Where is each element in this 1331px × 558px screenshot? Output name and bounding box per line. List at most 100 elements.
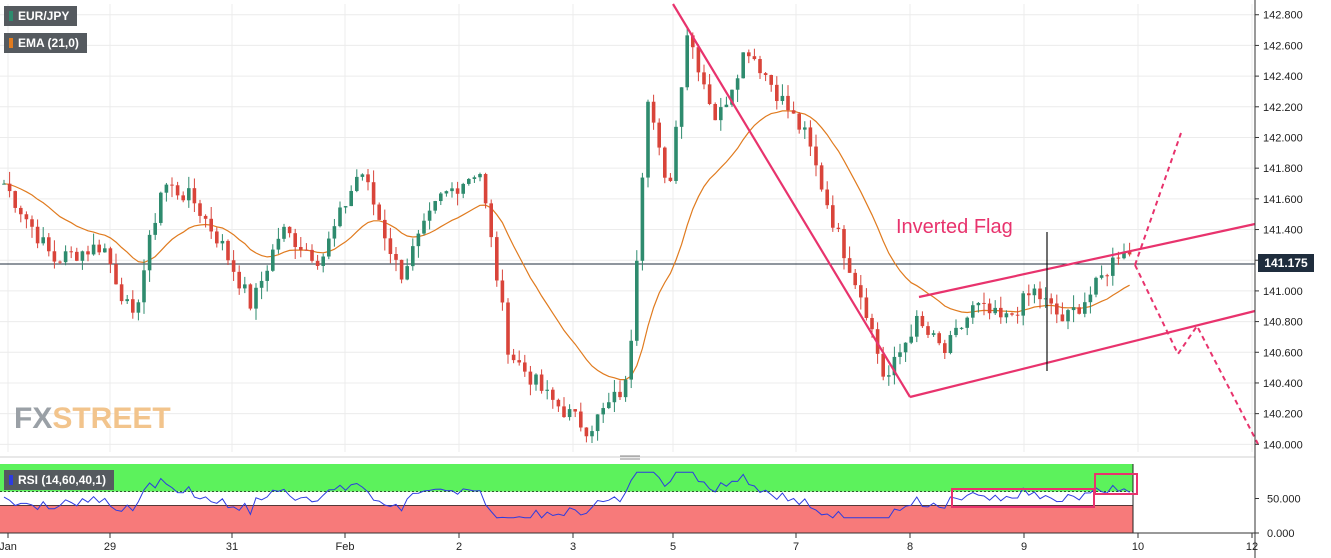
time-tick-label: 2 [456, 541, 462, 553]
candle-body [556, 399, 561, 407]
candle-body [819, 165, 824, 190]
candle-body [870, 317, 874, 330]
candle-body [450, 188, 454, 192]
candle-body [80, 251, 85, 261]
candle-body [433, 201, 437, 211]
candle-body [159, 192, 163, 223]
candle-body [2, 183, 6, 185]
candle-body [612, 391, 617, 403]
candle-body [679, 87, 684, 127]
candle-body [58, 261, 62, 263]
ema-legend[interactable]: EMA (21,0) [4, 33, 87, 53]
candle-body [590, 431, 594, 437]
candle-body [825, 189, 829, 206]
candle-body [1066, 310, 1070, 322]
candle-body [511, 354, 516, 361]
candle-body [752, 56, 757, 60]
price-tick-label: 142.400 [1263, 71, 1303, 83]
candle-body [69, 251, 73, 253]
candle-body [136, 302, 141, 313]
price-tick-label: 141.600 [1263, 194, 1303, 206]
candle-body [763, 73, 768, 76]
candle-body [741, 52, 745, 79]
candle-body [142, 270, 146, 303]
candle-body [831, 205, 835, 228]
candle-body [707, 84, 712, 105]
rsi-legend[interactable]: RSI (14,60,40,1) [4, 470, 115, 490]
candle-body [506, 302, 510, 355]
candle-body [528, 371, 533, 385]
candle-body [439, 193, 443, 202]
candle-body [601, 408, 605, 415]
candle-body [1055, 303, 1059, 315]
candle-body [366, 174, 370, 183]
candle-body [254, 287, 258, 309]
candle-body [685, 35, 689, 88]
price-tick-label: 142.000 [1263, 132, 1303, 144]
candle-body [248, 284, 253, 309]
candle-body [1027, 293, 1031, 296]
pole-line [672, 3, 911, 398]
candle-body [75, 251, 79, 261]
price-tick-label: 142.600 [1263, 40, 1303, 52]
candle-body [573, 409, 577, 412]
time-tick-label: 9 [1021, 541, 1027, 553]
price-tick-label: 140.800 [1263, 317, 1303, 329]
price-tick-label: 142.200 [1263, 102, 1303, 114]
price-tick-label: 141.000 [1263, 286, 1303, 298]
candle-body [170, 184, 174, 186]
candle-body [483, 174, 488, 204]
candle-body [35, 226, 40, 244]
candle-body [416, 233, 421, 247]
candle-body [287, 226, 292, 234]
candle-body [371, 182, 376, 205]
symbol-swatch [9, 11, 13, 21]
candle-body [847, 258, 852, 273]
rsi-axis: 50.000 0.000 [1255, 494, 1301, 540]
candle-body [19, 207, 23, 215]
rsi-swatch [9, 475, 13, 485]
candle-body [971, 305, 975, 318]
candle-body [271, 249, 275, 271]
candle-body [276, 238, 281, 250]
time-tick-label: Feb [336, 541, 355, 553]
candle-body [651, 101, 656, 123]
time-tick-label: 29 [104, 541, 116, 553]
candle-body [523, 362, 527, 372]
candle-body [394, 254, 398, 260]
price-axis: 142.800 142.600 142.400 142.200 142.000 141.8… [1254, 0, 1303, 558]
rsi-oversold-band [0, 505, 1133, 533]
candle-body [377, 204, 381, 220]
candle-body [332, 226, 337, 239]
candle-body [24, 214, 29, 220]
candle-body [304, 249, 309, 251]
candle-body [976, 302, 981, 306]
candle-body [164, 184, 169, 193]
candle-body [1071, 307, 1076, 311]
candle-body [595, 414, 600, 432]
candle-body [999, 307, 1003, 318]
candle-body [343, 206, 348, 208]
candle-body [7, 183, 12, 192]
candle-body [965, 317, 969, 328]
candle-body [1060, 314, 1065, 322]
candle-body [1127, 251, 1132, 255]
candle-body [119, 284, 124, 302]
ema-path [3, 110, 1130, 381]
symbol-legend[interactable]: EUR/JPY [4, 6, 78, 26]
rsi-highlight-box [1094, 473, 1138, 495]
candle-body [349, 190, 353, 207]
candle-body [399, 259, 404, 280]
candle-body [943, 343, 947, 354]
candle-body [215, 231, 219, 244]
candle-body [220, 240, 225, 244]
candle-body [551, 389, 555, 400]
candle-body [315, 260, 320, 266]
candle-body [545, 389, 549, 391]
candle-body [791, 110, 796, 114]
projection-down [1134, 264, 1259, 445]
time-tick-label: 8 [907, 541, 913, 553]
candle-body [30, 219, 34, 227]
candle-body [926, 326, 930, 335]
time-tick-label: 7 [793, 541, 799, 553]
